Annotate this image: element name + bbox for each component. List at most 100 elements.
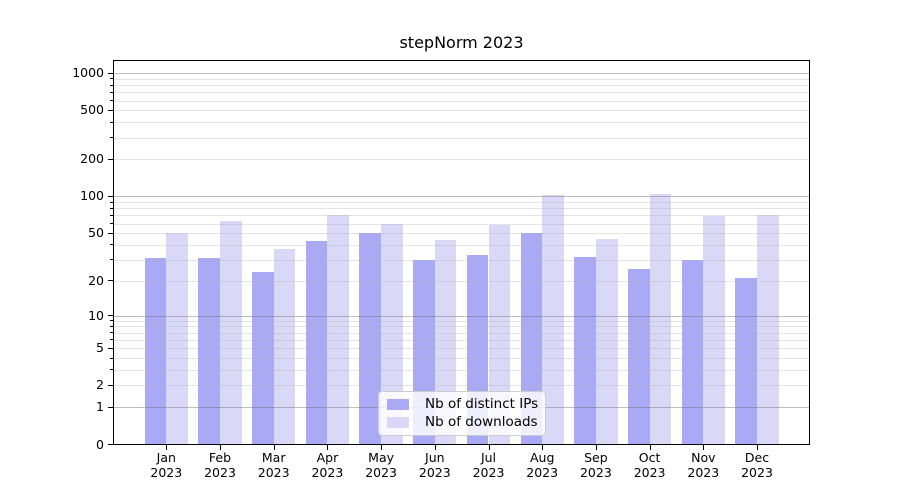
- gridline-y-40: [114, 244, 809, 246]
- y-tick-5: [108, 347, 113, 349]
- y-tick-minor-7: [110, 332, 113, 334]
- y-tick-100: [108, 195, 113, 197]
- gridline-y-300: [114, 137, 809, 139]
- gridline-y-900: [114, 78, 809, 80]
- bar-nb-of-distinct-ips-mar-2023: [252, 271, 274, 445]
- x-tick-label-sep-2023: Sep 2023: [579, 450, 612, 480]
- gridline-y-80: [114, 208, 809, 210]
- gridline-y-500: [114, 110, 809, 112]
- x-tick-label-mar-2023: Mar 2023: [257, 450, 290, 480]
- bar-nb-of-downloads-nov-2023: [703, 216, 725, 445]
- y-tick-label-5: 5: [96, 340, 104, 356]
- y-tick-label-100: 100: [80, 188, 104, 204]
- bar-nb-of-downloads-jan-2023: [166, 233, 188, 445]
- bar-nb-of-downloads-apr-2023: [327, 215, 350, 445]
- x-tick-aug-2023: [542, 445, 544, 450]
- y-tick-minor-900: [110, 78, 113, 80]
- y-tick-minor-30: [110, 259, 113, 261]
- y-tick-20: [108, 280, 113, 282]
- y-tick-minor-700: [110, 91, 113, 93]
- bar-nb-of-distinct-ips-dec-2023: [735, 278, 757, 445]
- bar-nb-of-distinct-ips-jan-2023: [144, 258, 167, 445]
- x-tick-label-nov-2023: Nov 2023: [687, 450, 720, 480]
- x-tick-label-apr-2023: Apr 2023: [311, 450, 344, 480]
- gridline-y-800: [114, 85, 809, 87]
- legend-item-downloads: Nb of downloads: [387, 413, 538, 430]
- x-tick-label-aug-2023: Aug 2023: [526, 450, 559, 480]
- y-tick-minor-800: [110, 84, 113, 86]
- y-tick-1000: [108, 72, 113, 74]
- gridline-y-100: [114, 196, 809, 198]
- gridline-y-4: [114, 358, 809, 359]
- gridline-y-1000: [114, 73, 809, 75]
- gridline-y-400: [114, 122, 809, 124]
- y-tick-minor-8: [110, 325, 113, 327]
- x-tick-label-oct-2023: Oct 2023: [633, 450, 666, 480]
- legend-label-downloads: Nb of downloads: [425, 413, 538, 430]
- bar-nb-of-distinct-ips-oct-2023: [627, 269, 650, 445]
- x-tick-feb-2023: [220, 445, 221, 450]
- y-tick-minor-4: [110, 357, 113, 359]
- x-tick-label-may-2023: May 2023: [365, 450, 397, 480]
- bar-nb-of-distinct-ips-may-2023: [359, 233, 382, 445]
- y-tick-2: [108, 384, 113, 386]
- y-tick-minor-9: [110, 320, 113, 322]
- y-tick-minor-6: [110, 339, 113, 341]
- gridline-y-2: [114, 385, 809, 387]
- x-tick-sep-2023: [595, 445, 597, 450]
- gridline-y-600: [114, 100, 809, 102]
- gridline-y-200: [114, 159, 809, 161]
- y-tick-label-50: 50: [88, 225, 104, 241]
- legend-item-distinct-ips: Nb of distinct IPs: [387, 396, 539, 413]
- y-tick-50: [108, 232, 113, 234]
- bar-nb-of-distinct-ips-sep-2023: [574, 256, 596, 445]
- x-tick-jul-2023: [488, 445, 490, 450]
- y-tick-minor-80: [110, 207, 113, 209]
- bar-nb-of-distinct-ips-nov-2023: [681, 259, 704, 445]
- gridline-y-3: [114, 369, 809, 371]
- chart-title: stepNorm 2023: [399, 33, 524, 52]
- y-tick-minor-40: [110, 244, 113, 246]
- y-tick-label-0: 0: [96, 436, 104, 452]
- x-tick-nov-2023: [703, 445, 705, 450]
- gridline-y-70: [114, 215, 809, 217]
- gridline-y-10: [114, 315, 809, 317]
- y-tick-minor-300: [110, 137, 113, 139]
- y-tick-label-10: 10: [88, 307, 104, 323]
- y-tick-label-500: 500: [80, 102, 104, 118]
- bar-nb-of-distinct-ips-apr-2023: [305, 241, 328, 445]
- y-tick-minor-60: [110, 223, 113, 225]
- legend-label-distinct-ips: Nb of distinct IPs: [425, 396, 539, 413]
- bar-nb-of-downloads-oct-2023: [649, 193, 672, 445]
- y-tick-0: [108, 444, 113, 445]
- y-tick-minor-600: [110, 100, 113, 102]
- legend-swatch-distinct-ips: [387, 399, 409, 411]
- bar-nb-of-downloads-may-2023: [381, 224, 403, 445]
- gridline-y-700: [114, 92, 809, 94]
- y-tick-label-2: 2: [96, 377, 104, 393]
- gridline-y-60: [114, 223, 809, 225]
- x-tick-label-jan-2023: Jan 2023: [150, 450, 183, 480]
- x-tick-label-dec-2023: Dec 2023: [741, 450, 773, 480]
- y-tick-minor-70: [110, 214, 113, 216]
- gridline-y-20: [114, 280, 809, 282]
- legend: Nb of distinct IPs Nb of downloads: [378, 391, 546, 436]
- gridline-y-90: [114, 202, 809, 204]
- bar-nb-of-downloads-mar-2023: [273, 249, 296, 445]
- bar-nb-of-downloads-dec-2023: [757, 214, 779, 445]
- y-tick-label-1: 1: [96, 399, 104, 415]
- x-tick-apr-2023: [327, 445, 329, 450]
- gridline-y-7: [114, 332, 809, 334]
- gridline-y-30: [114, 259, 809, 261]
- x-tick-dec-2023: [757, 445, 758, 450]
- y-tick-200: [108, 158, 113, 160]
- gridline-y-6: [114, 339, 809, 341]
- x-tick-label-jul-2023: Jul 2023: [472, 450, 505, 480]
- y-tick-500: [108, 109, 113, 111]
- bar-nb-of-downloads-feb-2023: [220, 220, 242, 445]
- gridline-y-8: [114, 326, 809, 328]
- y-tick-label-20: 20: [88, 272, 104, 288]
- y-tick-minor-90: [110, 201, 113, 203]
- x-tick-label-feb-2023: Feb 2023: [204, 450, 236, 480]
